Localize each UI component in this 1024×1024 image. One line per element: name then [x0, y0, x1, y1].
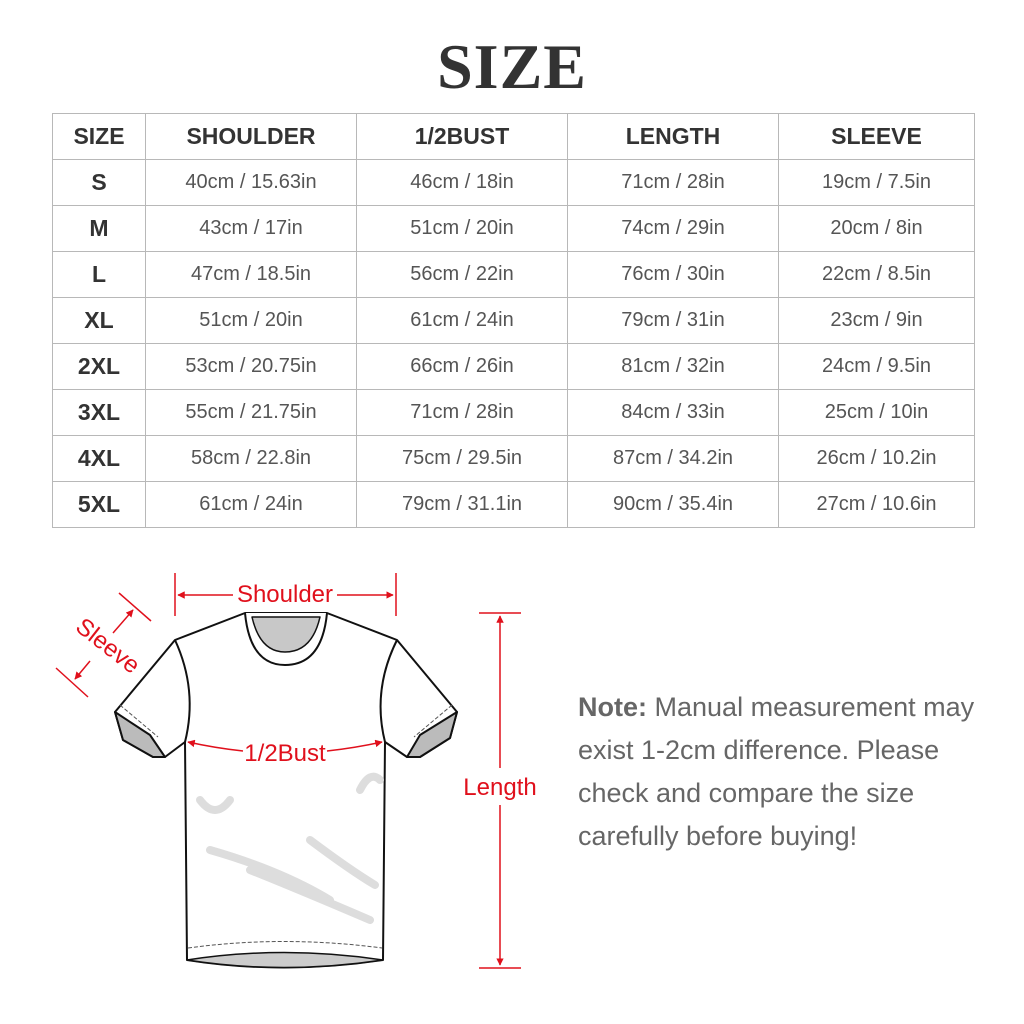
measurement-cell: 43cm / 17in — [145, 205, 357, 252]
column-header: SIZE — [52, 113, 146, 160]
size-cell: 3XL — [52, 389, 146, 436]
tshirt-illustration — [114, 612, 458, 969]
table-header-row: SIZE SHOULDER 1/2BUST LENGTH SLEEVE — [52, 113, 975, 160]
table-row: L 47cm / 18.5in 56cm / 22in 76cm / 30in 22cm… — [52, 251, 975, 298]
table-row: 5XL 61cm / 24in 79cm / 31.1in 90cm / 35.4in… — [52, 481, 975, 528]
measurement-cell: 81cm / 32in — [567, 343, 779, 390]
size-cell: 5XL — [52, 481, 146, 528]
measurement-cell: 71cm / 28in — [356, 389, 568, 436]
measurement-cell: 25cm / 10in — [778, 389, 975, 436]
measurement-cell: 84cm / 33in — [567, 389, 779, 436]
measurement-cell: 87cm / 34.2in — [567, 435, 779, 482]
measurement-cell: 71cm / 28in — [567, 159, 779, 206]
column-header: LENGTH — [567, 113, 779, 160]
measurement-cell: 55cm / 21.75in — [145, 389, 357, 436]
measurement-cell: 66cm / 26in — [356, 343, 568, 390]
size-cell: S — [52, 159, 146, 206]
measurement-cell: 58cm / 22.8in — [145, 435, 357, 482]
measure-lines — [55, 573, 521, 969]
measurement-cell: 74cm / 29in — [567, 205, 779, 252]
measurement-cell: 51cm / 20in — [356, 205, 568, 252]
note-label: Note: — [578, 692, 647, 722]
table-row: M 43cm / 17in 51cm / 20in 74cm / 29in 20cm /… — [52, 205, 975, 252]
bust-label: 1/2Bust — [244, 740, 326, 767]
table-row: 2XL 53cm / 20.75in 66cm / 26in 81cm / 32in 2… — [52, 343, 975, 390]
measurement-cell: 46cm / 18in — [356, 159, 568, 206]
measurement-cell: 79cm / 31.1in — [356, 481, 568, 528]
measurement-cell: 22cm / 8.5in — [778, 251, 975, 298]
measurement-cell: 79cm / 31in — [567, 297, 779, 344]
size-table: SIZE SHOULDER 1/2BUST LENGTH SLEEVE S 40cm / … — [52, 113, 975, 528]
measurement-cell: 19cm / 7.5in — [778, 159, 975, 206]
measurement-cell: 61cm / 24in — [145, 481, 357, 528]
measurement-cell: 20cm / 8in — [778, 205, 975, 252]
size-cell: XL — [52, 297, 146, 344]
table-row: 3XL 55cm / 21.75in 71cm / 28in 84cm / 33in 2… — [52, 389, 975, 436]
measurement-cell: 23cm / 9in — [778, 297, 975, 344]
column-header: 1/2BUST — [356, 113, 568, 160]
page-title: SIZE — [437, 31, 587, 102]
measurement-cell: 75cm / 29.5in — [356, 435, 568, 482]
measurement-cell: 56cm / 22in — [356, 251, 568, 298]
measurement-cell: 24cm / 9.5in — [778, 343, 975, 390]
sleeve-label: Sleeve — [70, 613, 144, 679]
length-label: Length — [463, 774, 536, 801]
measurement-cell: 27cm / 10.6in — [778, 481, 975, 528]
shoulder-label: Shoulder — [237, 581, 333, 608]
note-text: Manual measurement may exist 1-2cm diffe… — [578, 692, 975, 851]
column-header: SLEEVE — [778, 113, 975, 160]
measurement-cell: 47cm / 18.5in — [145, 251, 357, 298]
table-row: S 40cm / 15.63in 46cm / 18in 71cm / 28in 19c… — [52, 159, 975, 206]
measurement-cell: 40cm / 15.63in — [145, 159, 357, 206]
measurement-cell: 90cm / 35.4in — [567, 481, 779, 528]
measurement-cell: 76cm / 30in — [567, 251, 779, 298]
measurement-note: Note: Manual measurement may exist 1-2cm… — [578, 686, 998, 858]
